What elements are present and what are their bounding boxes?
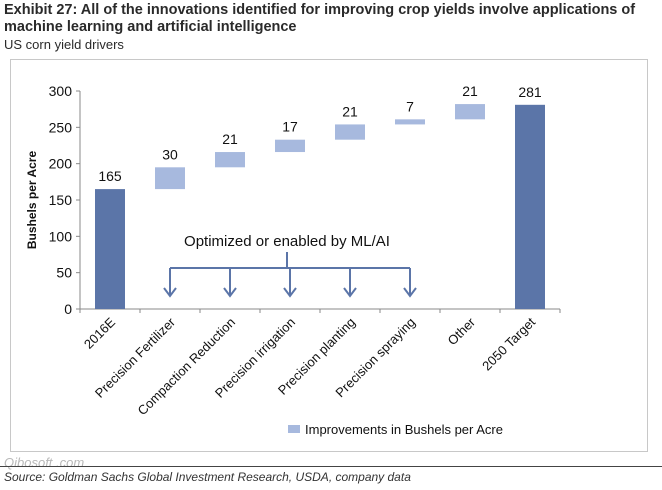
y-tick-label: 50 bbox=[56, 265, 72, 281]
axes bbox=[79, 91, 561, 313]
x-tick-label: 2016E bbox=[81, 314, 118, 351]
bar-other bbox=[455, 104, 485, 120]
bar-2016e bbox=[95, 189, 125, 309]
bars: 165 30 21 17 21 7 21 281 bbox=[95, 83, 545, 309]
x-tick-label: 2050 Target bbox=[479, 314, 538, 373]
bar-value-label: 17 bbox=[282, 119, 298, 135]
arrow-head bbox=[163, 287, 177, 298]
bar-2050-target bbox=[515, 104, 545, 309]
y-ticks: 0 50 100 150 200 250 300 bbox=[49, 83, 80, 317]
bar-value-label: 21 bbox=[342, 103, 358, 119]
arrow-head bbox=[403, 287, 417, 298]
x-tick-label: Compaction Reduction bbox=[135, 315, 239, 419]
bar-compaction-reduction bbox=[215, 152, 245, 168]
y-tick-label: 250 bbox=[49, 119, 73, 135]
y-tick-label: 200 bbox=[49, 156, 73, 172]
arrow-head bbox=[343, 287, 357, 298]
y-tick-label: 0 bbox=[64, 301, 72, 317]
ml-ai-annotation: Optimized or enabled by ML/AI bbox=[163, 233, 417, 298]
chart-subtitle: US corn yield drivers bbox=[4, 37, 124, 52]
bar-precision-fertilizer bbox=[155, 167, 185, 190]
chart-frame bbox=[10, 59, 648, 452]
arrow-head bbox=[223, 287, 237, 298]
arrow-head bbox=[283, 287, 297, 298]
bar-value-label: 21 bbox=[462, 83, 478, 99]
y-tick-label: 300 bbox=[49, 83, 73, 99]
bar-value-label: 7 bbox=[406, 98, 414, 114]
bar-value-label: 281 bbox=[518, 84, 542, 100]
legend-label: Improvements in Bushels per Acre bbox=[305, 422, 503, 437]
bar-precision-irrigation bbox=[275, 139, 305, 153]
bar-precision-spraying bbox=[395, 119, 425, 125]
chart-title: Exhibit 27: All of the innovations ident… bbox=[4, 2, 636, 35]
bar-value-label: 165 bbox=[98, 168, 122, 184]
bar-precision-planting bbox=[335, 124, 365, 140]
legend: Improvements in Bushels per Acre bbox=[288, 422, 503, 437]
watermark: Qibosoft .com bbox=[4, 455, 85, 470]
legend-swatch bbox=[288, 425, 300, 433]
source-note: Source: Goldman Sachs Global Investment … bbox=[4, 470, 411, 484]
y-tick-label: 100 bbox=[49, 228, 73, 244]
x-tick-label: Other bbox=[445, 314, 479, 348]
y-axis-title: Bushels per Acre bbox=[25, 151, 39, 250]
y-tick-label: 150 bbox=[49, 192, 73, 208]
annotation-text: Optimized or enabled by ML/AI bbox=[184, 233, 390, 250]
bar-value-label: 30 bbox=[162, 146, 178, 162]
source-divider bbox=[0, 466, 662, 467]
bar-value-label: 21 bbox=[222, 131, 238, 147]
